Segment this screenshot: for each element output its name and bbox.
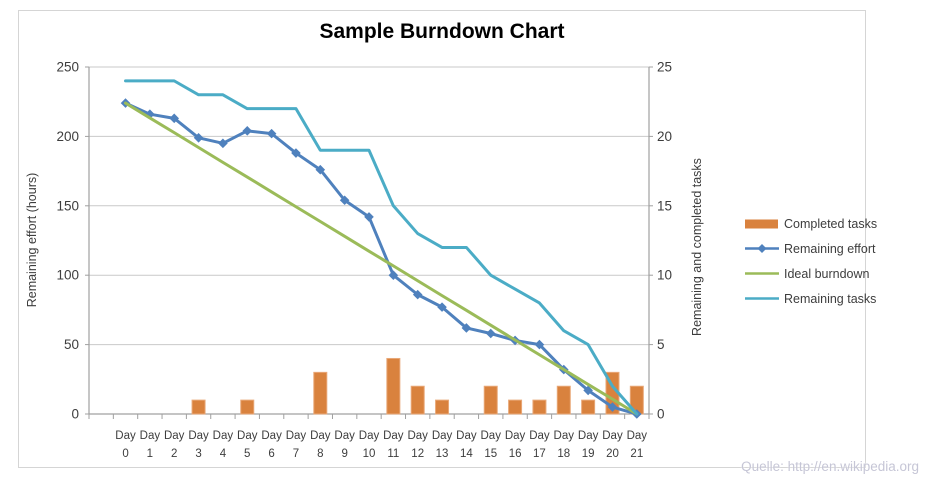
completed-tasks-swatch [745,219,778,229]
svg-text:19: 19 [582,448,595,460]
burndown-chart: Sample Burndown Chart 0 50 100 150 200 250 0 5 1… [18,10,877,468]
svg-text:20: 20 [606,448,619,460]
svg-text:200: 200 [56,129,79,144]
svg-text:12: 12 [411,448,424,460]
svg-text:Day: Day [286,430,307,442]
legend-item-ideal-burndown: Ideal burndown [745,265,877,282]
svg-text:Day: Day [432,430,453,442]
svg-text:Day: Day [554,430,575,442]
svg-text:Day: Day [505,430,526,442]
svg-text:20: 20 [657,129,672,144]
svg-text:0: 0 [71,407,79,422]
svg-text:8: 8 [317,448,323,460]
svg-text:3: 3 [195,448,201,460]
remaining-effort-swatch [745,244,779,253]
svg-text:Day: Day [481,430,502,442]
svg-text:Day: Day [529,430,550,442]
legend-label-remaining-tasks: Remaining tasks [784,291,877,306]
x-axis-labels: Day 0 Day 1 Day 2 Day 3 Day 4 Day 5 Day 6 Day 7 Day 8 Day 9… [115,430,647,460]
svg-text:15: 15 [657,198,672,213]
svg-text:Day: Day [383,430,404,442]
ideal-burndown-series [124,101,639,416]
left-axis-title: Remaining effort (hours) [25,172,39,308]
svg-text:10: 10 [657,268,672,283]
right-axis-title: Remaining and completed tasks [690,158,704,336]
legend-label-remaining-effort: Remaining effort [784,241,876,256]
legend-item-remaining-effort: Remaining effort [745,240,877,257]
svg-text:11: 11 [387,448,399,460]
svg-text:Day: Day [164,430,185,442]
svg-text:15: 15 [484,448,497,460]
svg-text:1: 1 [147,448,153,460]
legend-item-remaining-tasks: Remaining tasks [745,290,877,307]
svg-text:25: 25 [657,60,672,75]
source-note: Quelle: http://en.wikipedia.org [741,459,919,474]
gridlines [89,66,649,346]
svg-text:Day: Day [627,430,648,442]
legend-label-completed-tasks: Completed tasks [784,216,878,231]
svg-text:250: 250 [56,60,79,75]
svg-text:21: 21 [630,448,643,460]
svg-text:6: 6 [268,448,274,460]
svg-text:0: 0 [122,448,128,460]
svg-text:0: 0 [657,407,665,422]
svg-text:16: 16 [509,448,522,460]
left-axis-tick-labels: 0 50 100 150 200 250 [56,60,79,422]
svg-text:Day: Day [188,430,209,442]
legend: Completed tasks Remaining effort Ideal bur… [745,215,877,307]
remaining-effort-series [120,98,642,419]
legend-label-ideal-burndown: Ideal burndown [784,266,870,281]
svg-text:4: 4 [220,448,227,460]
svg-text:5: 5 [244,448,250,460]
svg-text:Day: Day [237,430,258,442]
svg-text:7: 7 [293,448,299,460]
remaining-tasks-series [124,79,639,416]
svg-text:100: 100 [56,268,79,283]
svg-text:50: 50 [64,337,79,352]
svg-text:5: 5 [657,337,665,352]
svg-text:Day: Day [602,430,623,442]
axes [85,66,653,419]
svg-text:Day: Day [407,430,428,442]
svg-text:Day: Day [261,430,282,442]
svg-text:10: 10 [363,448,376,460]
svg-text:Day: Day [456,430,477,442]
legend-item-completed-tasks: Completed tasks [745,215,877,232]
svg-text:Day: Day [310,430,331,442]
right-axis-tick-labels: 0 5 10 15 20 25 [657,60,672,422]
svg-text:Day: Day [213,430,234,442]
svg-text:Day: Day [334,430,355,442]
svg-text:Day: Day [140,430,161,442]
svg-text:Day: Day [115,430,136,442]
svg-text:Day: Day [359,430,380,442]
svg-text:9: 9 [341,448,347,460]
svg-text:14: 14 [460,448,473,460]
svg-text:13: 13 [436,448,449,460]
svg-text:17: 17 [533,448,546,460]
svg-text:18: 18 [557,448,570,460]
completed-tasks-bars [191,357,644,415]
svg-text:2: 2 [171,448,177,460]
remaining-tasks-swatch [745,297,779,300]
ideal-burndown-swatch [745,272,779,275]
svg-text:Day: Day [578,430,599,442]
plot-area: 0501001502002500510152025Day0Day1Day2Day… [56,60,672,461]
svg-text:150: 150 [56,198,79,213]
chart-title: Sample Burndown Chart [319,20,565,43]
